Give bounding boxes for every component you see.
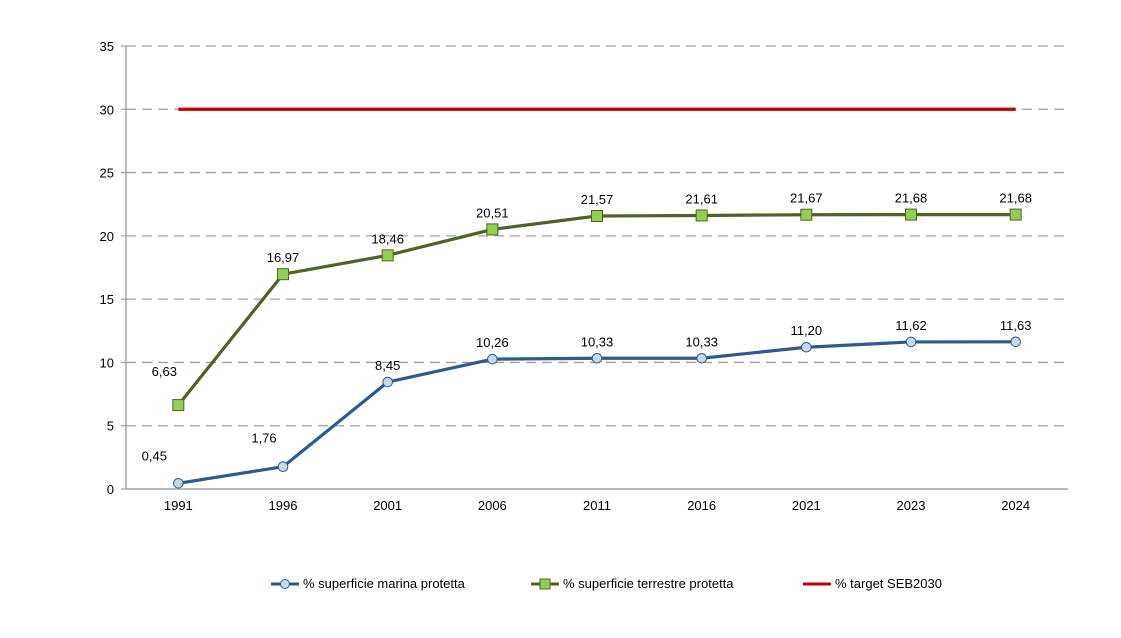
data-point xyxy=(905,208,917,221)
legend-item-marina: % superficie marina protetta xyxy=(270,576,465,591)
legend-label: % superficie terrestre protetta xyxy=(563,576,734,591)
data-label: 16,97 xyxy=(267,250,300,265)
data-label: 0,45 xyxy=(142,448,167,463)
data-labels: 0,45 1,76 8,45 10,26 10,33 10,33 11,20 11,62 11,… xyxy=(142,191,1032,464)
y-tick-label: 0 xyxy=(107,482,114,497)
data-point xyxy=(382,376,393,388)
data-point xyxy=(801,341,812,353)
gridlines xyxy=(126,45,1068,427)
x-tick-label: 2024 xyxy=(1001,498,1030,513)
legend-item-target: % target SEB2030 xyxy=(802,576,942,591)
x-tick-label: 2001 xyxy=(373,498,402,513)
data-point xyxy=(696,352,707,364)
x-tick-label: 2023 xyxy=(897,498,926,513)
x-tick-label: 2021 xyxy=(792,498,821,513)
data-label: 8,45 xyxy=(375,358,400,373)
legend-label: % target SEB2030 xyxy=(835,576,942,591)
data-label: 11,20 xyxy=(791,323,823,338)
series-group xyxy=(172,107,1022,489)
y-tick-label: 20 xyxy=(100,229,114,244)
data-point xyxy=(800,208,813,221)
data-label: 18,46 xyxy=(371,231,404,246)
legend-item-terrestre: % superficie terrestre protetta xyxy=(530,576,734,591)
data-label: 10,33 xyxy=(581,334,614,349)
data-point xyxy=(486,223,499,236)
legend-marker-circle-icon xyxy=(271,578,299,589)
legend-marker-line-icon xyxy=(803,582,831,585)
data-point xyxy=(905,336,917,348)
data-point xyxy=(1009,208,1022,221)
data-label: 10,33 xyxy=(685,334,718,349)
series-line-1 xyxy=(177,212,1016,407)
data-point xyxy=(591,209,603,222)
legend-label: % superficie marina protetta xyxy=(303,576,465,591)
x-tick-label: 1991 xyxy=(164,498,193,513)
data-point xyxy=(172,399,185,412)
y-tick-label: 5 xyxy=(107,419,114,434)
legend-marker-square-icon xyxy=(531,578,559,589)
data-point xyxy=(381,249,394,262)
y-axis-ticks: 0 5 10 15 20 25 30 35 xyxy=(100,39,126,497)
data-point xyxy=(277,268,289,281)
data-point xyxy=(277,461,289,473)
data-label: 21,57 xyxy=(581,192,614,207)
data-point xyxy=(695,209,708,222)
data-label: 11,62 xyxy=(895,318,927,333)
data-label: 21,67 xyxy=(790,191,823,206)
data-label: 10,26 xyxy=(476,335,509,350)
data-label: 6,63 xyxy=(152,364,177,379)
data-label: 11,63 xyxy=(1000,318,1032,333)
y-tick-label: 25 xyxy=(100,166,114,181)
axes xyxy=(125,46,1068,490)
data-label: 20,51 xyxy=(476,205,509,220)
data-label: 21,61 xyxy=(685,191,718,206)
data-point xyxy=(487,353,498,365)
data-label: 21,68 xyxy=(895,191,928,206)
x-tick-label: 1996 xyxy=(269,498,298,513)
x-tick-label: 2016 xyxy=(687,498,716,513)
x-tick-label: 2011 xyxy=(583,498,611,513)
data-point xyxy=(591,352,603,364)
data-point xyxy=(173,478,184,489)
data-point xyxy=(1010,336,1021,348)
y-tick-label: 15 xyxy=(100,292,114,307)
x-tick-label: 2006 xyxy=(478,498,507,513)
y-tick-label: 10 xyxy=(100,355,114,370)
data-label: 21,68 xyxy=(999,191,1032,206)
data-label: 1,76 xyxy=(251,431,276,446)
x-axis-ticks: 1991 1996 2001 2006 2011 2016 2021 2023 2024 xyxy=(164,498,1030,513)
y-tick-label: 35 xyxy=(100,39,114,54)
y-tick-label: 30 xyxy=(100,102,114,117)
legend: % superficie marina protetta % superfici… xyxy=(0,576,1121,596)
